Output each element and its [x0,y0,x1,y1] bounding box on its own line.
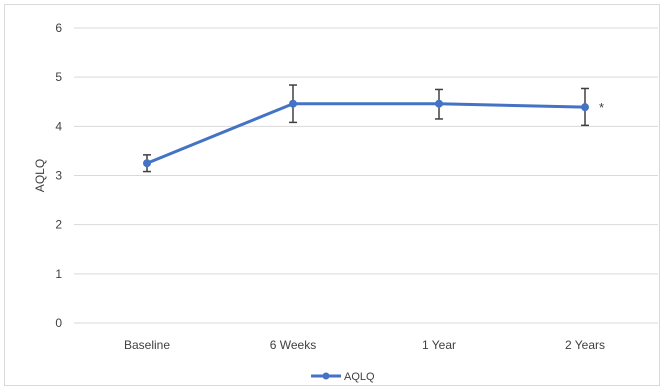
x-tick-label: 1 Year [422,338,456,352]
y-tick-labels: 0 1 2 3 4 5 6 [55,21,62,330]
legend-marker-swatch [322,372,330,380]
data-point [289,99,297,108]
annotations: * [599,100,604,115]
legend: AQLQ [311,371,375,383]
series-line-aqlq [146,102,586,165]
y-tick-label: 1 [55,267,62,281]
gridlines [74,27,658,324]
y-tick-label: 4 [55,119,62,133]
y-axis-title: AQLQ [33,159,47,192]
legend-entry-aqlq: AQLQ [344,371,375,383]
data-point [435,99,443,108]
x-tick-label: 6 Weeks [270,338,316,352]
chart-frame [4,4,660,386]
data-point [143,159,151,168]
y-tick-label: 5 [55,70,62,84]
y-tick-label: 0 [55,316,62,330]
y-tick-label: 3 [55,169,62,183]
x-tick-label: Baseline [124,338,170,352]
data-point [581,103,589,112]
x-tick-label: 2 Years [565,338,605,352]
y-tick-label: 6 [55,21,62,35]
series-layer [143,84,589,173]
y-tick-label: 2 [55,218,62,232]
x-tick-labels: Baseline 6 Weeks 1 Year 2 Years [124,338,605,352]
significance-marker: * [599,100,604,115]
